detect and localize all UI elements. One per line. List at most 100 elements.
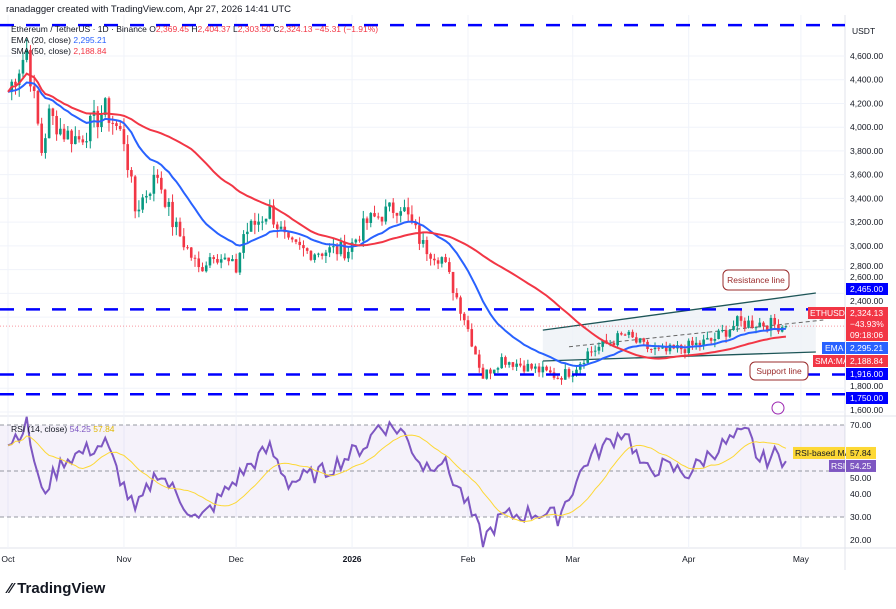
candle-body [66,130,70,140]
candle-body [732,326,735,330]
candle-body [204,265,208,272]
tradingview-logo[interactable]: ⁄⁄ TradingView [8,580,105,597]
candle-body [85,141,88,143]
candle-body [223,257,227,260]
candle-body [496,368,500,370]
rsi-ma-line [7,434,787,523]
median-line [568,319,824,348]
candle-body [238,252,242,273]
candle-body [549,370,552,373]
candle-body [717,330,720,340]
ema-legend[interactable]: EMA (20, close) 2,295.21 [11,35,106,45]
candle-body [189,247,193,258]
x-tick-label: Mar [565,554,580,564]
lightning-icon [771,401,785,415]
candle-body [773,317,776,325]
high-label: H [191,24,198,34]
sma-legend[interactable]: SMA (50, close) 2,188.84 [11,46,106,56]
candle-body [541,366,545,373]
candle-body [309,250,313,260]
candle-body [178,221,182,237]
x-tick-label: Feb [461,554,476,564]
resistance-callout-label: Resistance line [727,275,785,285]
price-tag-value: 2,324.13 [850,308,883,318]
high-value: 2,404.37 [197,24,231,34]
candle-body [81,139,85,143]
candle-body [444,257,447,263]
candle-body [182,236,186,248]
level-tag [846,283,888,295]
candle-body [126,144,129,171]
candle-body [507,362,511,365]
y-tick-label: 2,400.00 [850,296,883,306]
support-callout [749,361,809,381]
rsi-ma-tag [793,446,845,459]
candle-body [631,331,634,338]
candle-body [571,375,575,377]
candle-body [470,329,474,347]
sma-price-value: 2,188.84 [850,356,883,366]
candle-body [115,123,118,127]
candle-body [504,357,507,365]
candle-body [713,339,717,341]
ema-price-value: 2,295.21 [850,343,883,353]
rsi-legend[interactable]: RSI (14, close) 54.25 57.84 [11,424,115,434]
candle-body [298,241,302,246]
candle-body [466,320,470,330]
rsi-price-tag [846,459,876,472]
candle-body [320,253,324,256]
candle-body [369,213,373,223]
candle-body [683,349,687,353]
y-tick-label: 2,600.00 [850,272,883,282]
rsi-ma-price-tag [846,446,876,459]
candle-body [421,239,425,244]
currency-label: USDT [852,26,876,36]
candle-body [567,369,571,377]
candle-body [347,251,350,259]
candle-body [133,176,137,212]
candle-body [156,174,159,178]
candle-body [362,218,365,241]
candle-body [332,246,335,248]
candle-body [642,338,646,342]
candle-body [526,363,530,372]
sma-price-tag [846,355,888,367]
candle-body [365,218,369,223]
rsi-line [7,416,787,548]
candle-body [661,347,664,349]
candle-body [107,98,111,123]
ema-value: 2,295.21 [73,35,107,45]
logo-text: TradingView [17,580,106,597]
candle-body [55,115,58,135]
candle-body [410,214,414,223]
candle-body [103,98,107,116]
candle-body [208,257,212,266]
candle-body [597,346,601,351]
candle-body [88,115,92,142]
y-tick-label: 3,000.00 [850,241,883,251]
candle-body [586,351,589,363]
candle-body [253,220,257,225]
price-tag [846,307,888,341]
x-tick-label: 2026 [343,554,362,564]
candle-body [769,317,773,331]
close-value: 2,324.13 [279,24,313,34]
candle-body [784,326,788,328]
candle-body [649,348,653,350]
rsi-price-value: 54.25 [850,461,872,471]
symbol-label[interactable]: Ethereum / TetherUS · 1D · Binance [11,24,147,34]
candle-body [620,333,623,335]
y-tick-label: 3,400.00 [850,193,883,203]
symbol-tag [808,307,845,319]
candle-body [376,216,380,218]
candle-body [219,259,223,263]
candle-body [335,246,339,255]
candle-body [545,366,548,371]
candle-body [403,207,406,212]
sma-value: 2,188.84 [73,46,107,56]
rsi-value: 54.25 [69,424,91,434]
candle-body [754,327,758,329]
candle-body [500,357,503,369]
candle-body [358,239,361,241]
